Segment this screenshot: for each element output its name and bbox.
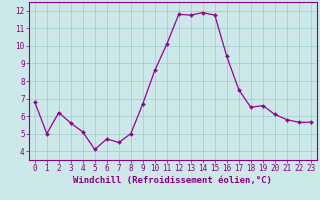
X-axis label: Windchill (Refroidissement éolien,°C): Windchill (Refroidissement éolien,°C) (73, 176, 272, 185)
